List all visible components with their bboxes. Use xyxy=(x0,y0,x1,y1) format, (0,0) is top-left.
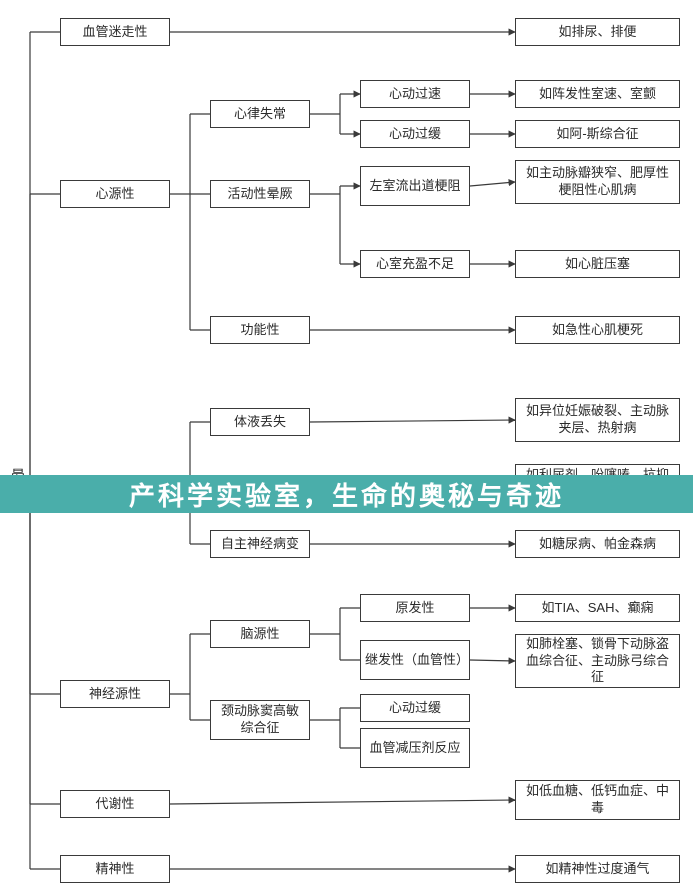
node-e-tamponade: 如心脏压塞 xyxy=(515,250,680,278)
node-n-psych: 精神性 xyxy=(60,855,170,883)
node-n-autonomic: 自主神经病变 xyxy=(210,530,310,558)
node-n-arrhythmia: 心律失常 xyxy=(210,100,310,128)
node-e-ectopic: 如异位妊娠破裂、主动脉夹层、热射病 xyxy=(515,398,680,442)
node-n-fill: 心室充盈不足 xyxy=(360,250,470,278)
node-e-steal: 如肺栓塞、锁骨下动脉盗血综合征、主动脉弓综合征 xyxy=(515,634,680,688)
node-n-carotid: 颈动脉窦高敏综合征 xyxy=(210,700,310,740)
node-n-lvot: 左室流出道梗阻 xyxy=(360,166,470,206)
node-n-vasodep: 血管减压剂反应 xyxy=(360,728,470,768)
node-e-tia: 如TIA、SAH、癫痫 xyxy=(515,594,680,622)
node-n-tachy: 心动过速 xyxy=(360,80,470,108)
overlay-banner: 产科学实验室，生命的奥秘与奇迹 xyxy=(0,475,693,513)
node-e-mi: 如急性心肌梗死 xyxy=(515,316,680,344)
banner-text: 产科学实验室，生命的奥秘与奇迹 xyxy=(129,476,564,513)
node-n-cerebral: 脑源性 xyxy=(210,620,310,648)
node-e-vt: 如阵发性室速、室颤 xyxy=(515,80,680,108)
node-n-fluidloss: 体液丢失 xyxy=(210,408,310,436)
node-n-vasovagal: 血管迷走性 xyxy=(60,18,170,46)
node-n-functional: 功能性 xyxy=(210,316,310,344)
node-e-as: 如阿-斯综合征 xyxy=(515,120,680,148)
node-e-urine: 如排尿、排便 xyxy=(515,18,680,46)
node-n-neuro: 神经源性 xyxy=(60,680,170,708)
node-n-metabolic: 代谢性 xyxy=(60,790,170,818)
node-e-dm: 如糖尿病、帕金森病 xyxy=(515,530,680,558)
node-e-aortic: 如主动脉瓣狭窄、肥厚性梗阻性心肌病 xyxy=(515,160,680,204)
node-n-brady: 心动过缓 xyxy=(360,120,470,148)
node-e-hyperv: 如精神性过度通气 xyxy=(515,855,680,883)
node-e-hypo: 如低血糖、低钙血症、中毒 xyxy=(515,780,680,820)
node-n-brady2: 心动过缓 xyxy=(360,694,470,722)
node-n-cardiac: 心源性 xyxy=(60,180,170,208)
node-n-secondary: 继发性（血管性） xyxy=(360,640,470,680)
node-n-primary: 原发性 xyxy=(360,594,470,622)
node-n-activity: 活动性晕厥 xyxy=(210,180,310,208)
